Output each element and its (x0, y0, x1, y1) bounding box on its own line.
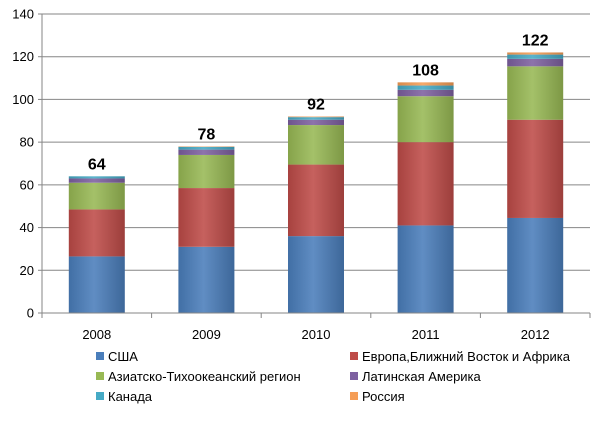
bar-total-label: 108 (412, 62, 439, 79)
bar-segment (288, 120, 344, 125)
x-tick-label: 2012 (521, 327, 550, 342)
bar-segment (398, 225, 454, 313)
legend-swatch (350, 392, 358, 400)
bar-segment (178, 247, 234, 313)
legend-swatch (96, 392, 104, 400)
bar-segment (69, 176, 125, 178)
bar-segment (507, 52, 563, 54)
bar-segment (288, 117, 344, 118)
bar-segment (69, 178, 125, 182)
bar-segment (398, 90, 454, 96)
bar-segment (288, 236, 344, 313)
bar-segment (69, 183, 125, 210)
bar-segment (178, 188, 234, 247)
y-tick-label: 60 (20, 177, 34, 192)
legend-entry: Европа,Ближний Восток и Африка (350, 349, 571, 364)
bar-total-label: 78 (198, 126, 216, 143)
x-tick-label: 2009 (192, 327, 221, 342)
bar-segment (288, 125, 344, 165)
legend-label: США (108, 349, 138, 364)
legend: США Европа,Ближний Восток и Африка Азиатск… (96, 349, 571, 404)
y-tick-label: 20 (20, 263, 34, 278)
bar-segment (178, 150, 234, 155)
y-tick-label: 140 (12, 7, 34, 22)
legend-entry: США (96, 349, 138, 364)
bars (69, 52, 563, 313)
bar-segment (398, 96, 454, 142)
bar-segment (69, 209, 125, 256)
x-tick-label: 2010 (302, 327, 331, 342)
legend-label: Латинская Америка (362, 369, 482, 384)
bar-segment (398, 142, 454, 225)
legend-label: Канада (108, 389, 153, 404)
y-tick-label: 0 (27, 306, 34, 321)
bar-total-label: 92 (307, 97, 325, 114)
x-tick-label: 2008 (82, 327, 111, 342)
legend-swatch (350, 352, 358, 360)
legend-label: Европа,Ближний Восток и Африка (362, 349, 571, 364)
y-tick-label: 40 (20, 220, 34, 235)
bar-segment (507, 218, 563, 313)
bar-segment (507, 120, 563, 218)
legend-label: Азиатско-Тихоокеанский регион (108, 369, 301, 384)
legend-entry: Латинская Америка (350, 369, 482, 384)
bar-segment (69, 256, 125, 313)
y-tick-label: 100 (12, 92, 34, 107)
bar-total-label: 122 (522, 32, 549, 49)
y-tick-label: 80 (20, 135, 34, 150)
legend-entry: Азиатско-Тихоокеанский регион (96, 369, 301, 384)
bar-segment (398, 86, 454, 90)
bar-segment (288, 165, 344, 237)
legend-entry: Канада (96, 389, 153, 404)
bar-total-label: 64 (88, 156, 106, 173)
bar-segment (507, 66, 563, 119)
bar-segment (178, 147, 234, 150)
legend-entry: Россия (350, 389, 405, 404)
legend-swatch (96, 372, 104, 380)
bar-segment (398, 82, 454, 85)
legend-label: Россия (362, 389, 405, 404)
y-tick-label: 120 (12, 49, 34, 64)
bar-segment (178, 155, 234, 188)
x-tick-label: 2011 (412, 327, 440, 342)
bar-segment (507, 55, 563, 59)
bar-segment (507, 59, 563, 66)
legend-swatch (96, 352, 104, 360)
bar-segment (288, 117, 344, 120)
legend-swatch (350, 372, 358, 380)
